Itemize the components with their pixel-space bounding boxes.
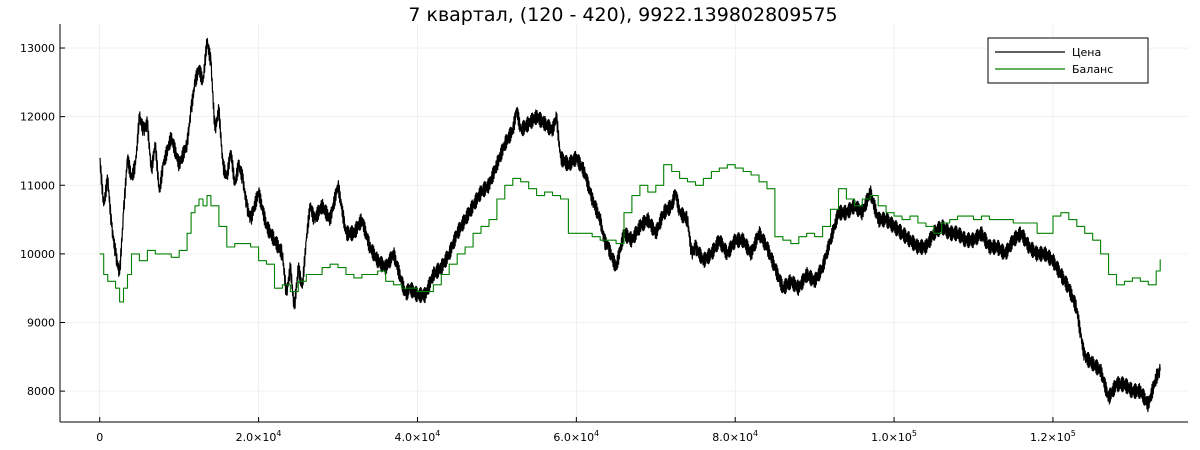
y-tick-label: 9000 [27, 317, 55, 330]
legend-box [987, 37, 1149, 84]
legend-label-cena: Цена [1072, 46, 1101, 59]
y-tick-label: 13000 [20, 42, 55, 55]
y-tick-label: 8000 [27, 385, 55, 398]
series-line-cena [99, 37, 1161, 413]
axes: 0 2.0×104 4.0×104 6.0×104 8.0×104 1.0×105 1.2×… [20, 24, 1188, 444]
x-tick-label: 4.0×104 [395, 429, 441, 444]
x-tick-label: 1.2×105 [1030, 429, 1076, 444]
legend-label-balans: Баланс [1072, 63, 1113, 76]
legend: Цена Баланс [987, 37, 1149, 84]
y-tick-label: 12000 [20, 111, 55, 124]
x-tick-label: 1.0×105 [871, 429, 917, 444]
x-tick-label: 0 [96, 431, 103, 444]
series-line-balans [99, 164, 1161, 303]
y-tick-label: 10000 [20, 248, 55, 261]
chart-title: 7 квартал, (120 - 420), 9922.13980280957… [408, 4, 837, 26]
y-tick-label: 11000 [20, 179, 55, 192]
x-tick-label: 6.0×104 [553, 429, 599, 444]
series-group [99, 37, 1161, 413]
x-tick-label: 8.0×104 [712, 429, 758, 444]
x-tick-label: 2.0×104 [236, 429, 282, 444]
